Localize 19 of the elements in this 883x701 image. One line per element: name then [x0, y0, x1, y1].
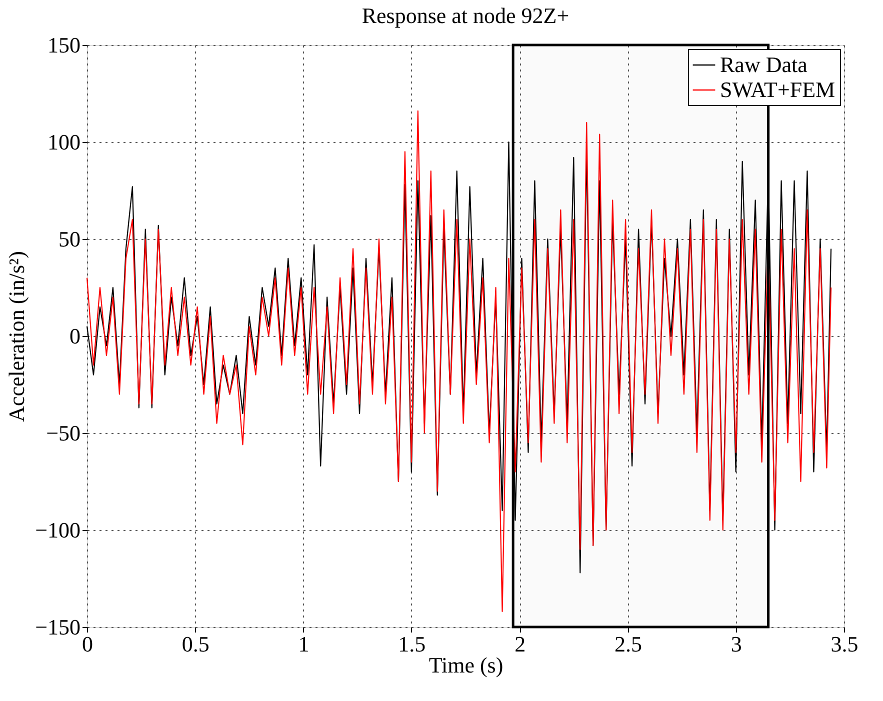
- x-tick-label: 2: [514, 632, 526, 656]
- chart-title: Response at node 92Z+: [362, 3, 570, 28]
- y-tick-label: 50: [58, 226, 80, 252]
- y-tick-label: 150: [48, 32, 80, 58]
- y-tick-label: −150: [35, 614, 80, 640]
- x-tick-label: 1: [298, 632, 310, 656]
- y-axis-title: Acceleration (in/s²): [4, 251, 30, 422]
- x-tick-label: 2.5: [614, 632, 642, 656]
- x-tick-label: 3: [730, 632, 742, 656]
- y-tick-label: 0: [70, 324, 80, 348]
- legend-label: SWAT+FEM: [720, 77, 836, 102]
- x-tick-label: 1.5: [398, 632, 426, 656]
- x-tick-label: 3.5: [830, 632, 858, 656]
- legend-label: Raw Data: [720, 52, 808, 77]
- x-axis-title: Time (s): [428, 652, 504, 678]
- y-tick-label: 100: [48, 130, 80, 154]
- x-tick-label: 0.5: [182, 632, 210, 656]
- y-tick-label: −100: [35, 518, 80, 542]
- y-tick-label: −50: [46, 420, 80, 446]
